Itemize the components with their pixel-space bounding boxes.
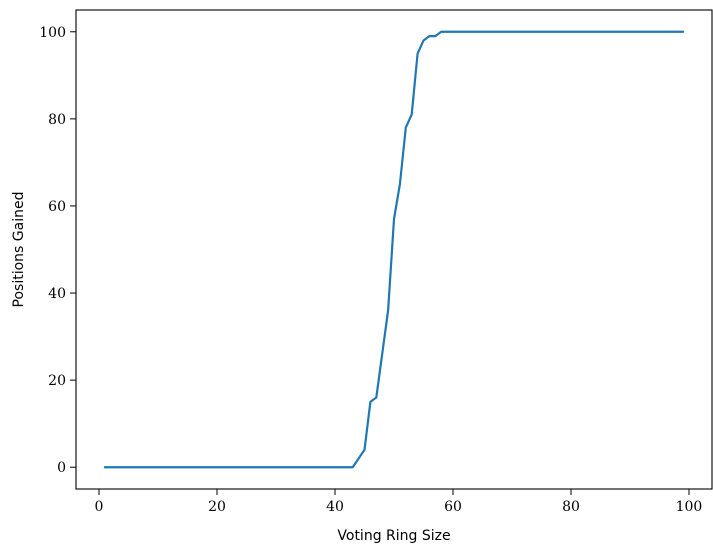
y-tick-label: 20 — [48, 373, 66, 389]
plot-frame — [75, 9, 713, 490]
y-axis-ticks: 0 20 40 60 80 100 — [39, 25, 76, 476]
plot-area — [75, 9, 713, 490]
y-tick-label: 80 — [48, 112, 66, 128]
x-tick-label: 40 — [326, 499, 344, 515]
x-tick-label: 100 — [676, 499, 703, 515]
y-axis-label: Positions Gained — [11, 192, 27, 308]
series-line — [103, 30, 685, 469]
series-layer — [103, 30, 685, 469]
y-tick-label: 0 — [57, 460, 66, 476]
x-tick-label: 0 — [95, 499, 104, 515]
x-axis-ticks: 0 20 40 60 80 100 — [95, 489, 703, 515]
y-tick-label: 60 — [48, 199, 66, 215]
x-tick-label: 20 — [208, 499, 226, 515]
x-tick-label: 80 — [562, 499, 580, 515]
y-tick-label: 40 — [48, 286, 66, 302]
y-tick-label: 100 — [39, 25, 66, 41]
x-axis-label: Voting Ring Size — [337, 528, 450, 544]
x-tick-label: 60 — [444, 499, 462, 515]
